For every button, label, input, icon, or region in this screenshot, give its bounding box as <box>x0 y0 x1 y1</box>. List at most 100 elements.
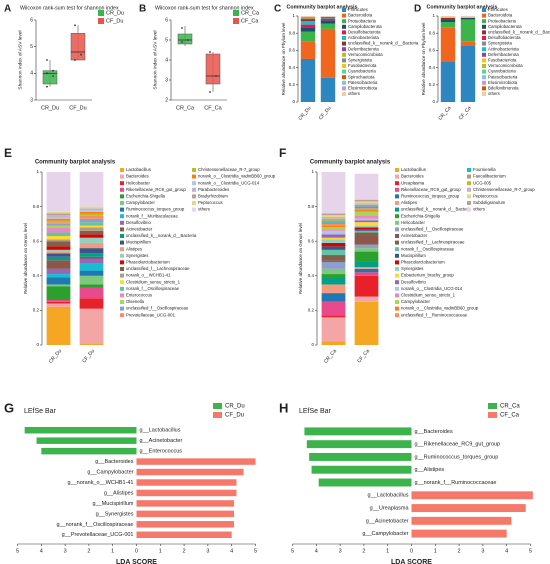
category-label: g__Bacteroides <box>415 429 453 435</box>
bar-segment <box>354 301 379 345</box>
category-label: g__Campylobacter <box>87 469 133 475</box>
box <box>205 53 221 85</box>
bar-segment <box>46 225 71 228</box>
bar-segment <box>321 237 346 240</box>
bar-segment <box>321 227 346 230</box>
bar-segment <box>79 213 104 216</box>
bar-segment <box>300 18 316 20</box>
legend-swatch <box>482 92 486 96</box>
legend-label: others <box>348 91 360 96</box>
legend-label: unclassified_f__Ruminococcaceae <box>401 312 468 317</box>
bar-segment <box>46 213 71 216</box>
bar-segment <box>354 215 379 219</box>
legend-swatch <box>482 64 486 68</box>
bar-segment <box>46 220 71 223</box>
bar-segment <box>79 275 104 285</box>
bar-segment <box>321 220 346 223</box>
legend-swatch <box>395 273 399 278</box>
x-tick-label: 5 <box>254 548 257 554</box>
point <box>215 75 217 77</box>
legend-label: CR_Du <box>225 404 245 410</box>
legend-swatch <box>482 24 486 29</box>
y-tick-label: 5 <box>30 44 33 50</box>
bar <box>309 452 412 461</box>
legend-swatch <box>120 201 124 205</box>
legend-label: Faecalibacterium <box>473 174 506 179</box>
bar <box>136 458 256 465</box>
bar-segment <box>46 215 71 217</box>
category-label: g__Alistipes <box>104 490 134 496</box>
legend-label: Patescibacteria <box>488 74 518 79</box>
chart-title: Community barplot analysis <box>35 160 116 166</box>
chart-title: LEfSe Bar <box>24 408 57 415</box>
bar-segment <box>460 41 476 46</box>
x-tick-label: 4 <box>40 548 43 554</box>
legend-label: Christensenellaceae_R-7_group <box>198 167 260 172</box>
legend-swatch <box>342 64 346 68</box>
bar-segment <box>300 19 316 22</box>
legend-swatch <box>233 18 239 24</box>
bar-segment <box>321 261 346 269</box>
legend-swatch <box>395 260 399 265</box>
legend-swatch <box>342 19 346 24</box>
legend-label: unclassified_k__norank_d__Bacteria <box>126 233 197 238</box>
legend-swatch <box>482 8 486 12</box>
x-tick-label: 3 <box>206 548 209 554</box>
legend-swatch <box>467 201 471 205</box>
bar-segment <box>46 218 71 221</box>
chart-title: Community barplot analysis <box>287 4 358 10</box>
x-tick-label: CR_Ca <box>323 348 338 365</box>
bar-segment <box>440 17 456 20</box>
legend-label: Bacteroides <box>401 174 424 179</box>
bar <box>136 479 237 486</box>
x-tick-label: CF_Du <box>69 105 86 111</box>
legend-swatch <box>342 13 346 18</box>
y-tick-label: 4 <box>165 57 168 63</box>
bar-segment <box>79 218 104 223</box>
legend-swatch <box>482 47 486 52</box>
x-tick-label: 1 <box>159 548 162 554</box>
category-label: g__Ruminococcus_torques_group <box>415 454 499 460</box>
y-tick-label: 3 <box>165 77 168 83</box>
x-tick-label: CR_Du <box>297 105 312 122</box>
legend-label: Peptococcus <box>198 200 223 205</box>
bar-segment <box>354 227 379 230</box>
legend-swatch <box>213 403 222 409</box>
bar-segment <box>320 23 336 29</box>
bar-segment <box>460 17 476 20</box>
y-axis-label: Relative abundance on Phylum level <box>421 23 426 96</box>
y-tick-label: 0.8 <box>33 204 40 209</box>
legend-swatch <box>482 41 486 46</box>
legend-swatch <box>120 240 124 245</box>
bar-segment <box>300 21 316 25</box>
legend-swatch <box>342 41 346 46</box>
bar-segment <box>46 222 71 224</box>
legend-label: Peptococcus <box>473 194 498 199</box>
legend-swatch <box>467 207 471 212</box>
bar-segment <box>79 211 104 214</box>
legend-label: Actinobacteriota <box>348 35 379 40</box>
bar-segment <box>300 41 316 59</box>
legend-swatch <box>342 69 346 74</box>
bar-segment <box>321 277 346 285</box>
legend-swatch <box>395 174 399 179</box>
bar-segment <box>321 284 346 294</box>
bar-segment <box>320 16 336 17</box>
legend-swatch <box>467 181 471 186</box>
bar-segment <box>46 246 71 250</box>
bar <box>41 447 137 455</box>
legend-swatch <box>192 181 196 186</box>
bar-segment <box>460 45 476 102</box>
legend-swatch <box>395 181 399 186</box>
x-tick-label: 2 <box>183 548 186 554</box>
y-tick-label: 1 <box>36 169 39 174</box>
legend-label: norank_f__Muribaculaceae <box>126 213 178 218</box>
legend-swatch <box>395 201 399 205</box>
legend-swatch <box>482 80 486 85</box>
y-tick-label: 0.2 <box>33 308 40 313</box>
bar-segment <box>79 208 104 211</box>
legend-swatch <box>342 92 346 96</box>
bar-segment <box>46 251 71 254</box>
y-tick-label: 0.4 <box>429 65 436 70</box>
bar-segment <box>320 20 336 24</box>
